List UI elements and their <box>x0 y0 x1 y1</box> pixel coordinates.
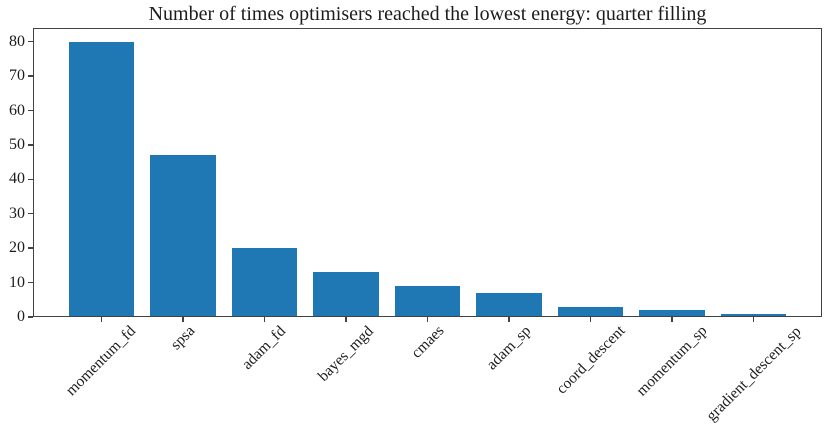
y-tick-label-40: 40 <box>9 170 25 188</box>
y-tick-label-10: 10 <box>9 273 25 291</box>
bar-momentum_sp <box>639 310 705 317</box>
y-tick-label-80: 80 <box>9 32 25 50</box>
bar-adam_sp <box>476 292 542 317</box>
bar-coord_descent <box>557 306 624 317</box>
y-tick-mark <box>28 144 33 146</box>
y-tick-label-30: 30 <box>9 204 25 222</box>
x-tick-label-spsa: spsa <box>167 322 199 354</box>
y-tick-mark <box>28 213 33 215</box>
x-tick-label-bayes_mgd: bayes_mgd <box>314 322 377 385</box>
y-tick-mark <box>28 75 33 77</box>
y-tick-mark <box>28 41 33 43</box>
x-tick-mark <box>508 317 510 322</box>
bar-bayes_mgd <box>313 272 379 317</box>
y-tick-mark <box>28 316 33 318</box>
x-tick-mark <box>589 317 592 322</box>
x-tick-label-coord_descent: coord_descent <box>552 322 629 398</box>
x-tick-mark <box>263 317 266 322</box>
y-tick-label-0: 0 <box>17 308 25 325</box>
x-tick-label-gradient_descent_sp: gradient_descent_sp <box>702 322 805 425</box>
y-tick-mark <box>28 109 33 112</box>
x-tick-label-adam_fd: adam_fd <box>239 322 290 373</box>
y-tick-label-60: 60 <box>9 101 25 119</box>
bar-spsa <box>150 155 216 317</box>
y-tick-label-70: 70 <box>9 67 25 85</box>
bar-gradient_descent_sp <box>720 313 787 317</box>
x-tick-mark <box>671 317 673 322</box>
y-tick-label-20: 20 <box>9 239 25 257</box>
bar-momentum_fd <box>68 41 135 317</box>
x-tick-label-adam_sp: adam_sp <box>483 322 535 374</box>
y-tick-label-50: 50 <box>9 135 25 153</box>
chart-title: Number of times optimisers reached the l… <box>148 3 707 25</box>
x-tick-mark <box>752 317 755 322</box>
x-tick-label-cmaes: cmaes <box>407 322 448 362</box>
x-tick-mark <box>182 317 184 322</box>
y-tick-mark <box>28 247 33 249</box>
y-tick-mark <box>28 178 33 181</box>
x-tick-mark <box>345 317 347 322</box>
y-tick-mark <box>28 281 33 284</box>
x-tick-label-momentum_sp: momentum_sp <box>633 322 711 400</box>
bar-adam_fd <box>231 248 298 317</box>
x-tick-mark <box>100 317 103 322</box>
x-tick-mark <box>426 317 429 322</box>
bar-cmaes <box>394 286 461 317</box>
x-tick-label-momentum_fd: momentum_fd <box>62 322 140 399</box>
